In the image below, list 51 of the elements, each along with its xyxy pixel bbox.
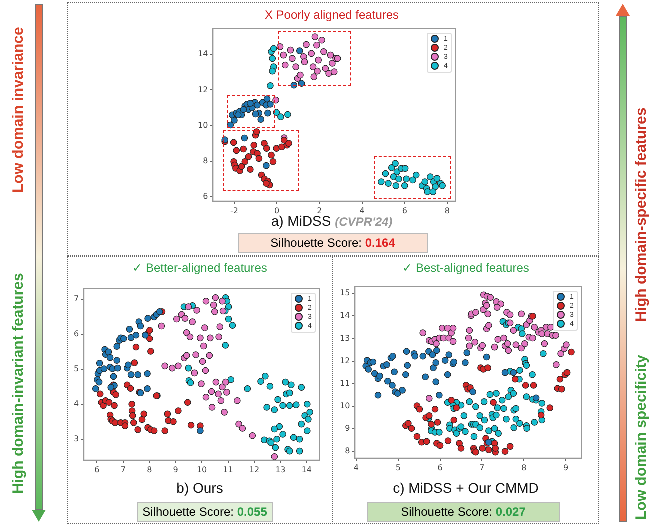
text: Low domain invariance — [10, 26, 27, 195]
chart-title: ✓ Best-aligned features — [402, 261, 530, 275]
y-tick-label: 14 — [340, 311, 350, 320]
y-tick-label: 12 — [340, 356, 350, 366]
x-tick-label: 6 — [94, 465, 100, 474]
chart-title: ✓ Better-aligned features — [132, 261, 268, 275]
text: c) MiDSS + Our CMMD — [392, 480, 540, 496]
x-tick-label: 9 — [173, 465, 178, 474]
y-tick-label: 8 — [345, 446, 350, 456]
y-tick-label: 13 — [340, 334, 350, 343]
x-tick-label: 8 — [522, 463, 527, 472]
y-tick-label: 8 — [203, 156, 208, 166]
x-tick-label: 13 — [276, 465, 286, 474]
x-tick-label: 6 — [438, 463, 443, 472]
y-tick-label: 14 — [198, 50, 208, 59]
y-tick-label: 9 — [345, 424, 350, 434]
y-tick-label: 5 — [74, 364, 80, 374]
x-tick-label: 6 — [402, 206, 408, 216]
y-tick-label: 3 — [74, 434, 80, 444]
x-tick-label: 8 — [147, 465, 152, 474]
x-tick-label: 7 — [480, 463, 485, 472]
y-tick-label: 7 — [74, 294, 80, 304]
x-tick-label: 14 — [302, 465, 312, 474]
x-tick-label: 9 — [564, 463, 569, 472]
text: Low domain specificity — [633, 354, 650, 520]
x-tick-label: 7 — [120, 465, 126, 474]
x-tick-label: 8 — [444, 206, 450, 216]
y-tick-label: 10 — [198, 120, 208, 130]
text: Silhouette Score: 0.055 — [142, 505, 268, 519]
y-tick-label: 12 — [198, 85, 208, 94]
x-tick-label: 0 — [274, 206, 280, 216]
text: b) Ours — [176, 480, 224, 496]
y-tick-label: 11 — [340, 378, 350, 388]
x-tick-label: -2 — [230, 206, 238, 216]
y-tick-label: 6 — [203, 192, 208, 202]
text: High domain-specific features — [633, 106, 650, 324]
x-tick-label: 12 — [249, 465, 260, 474]
y-tick-label: 10 — [340, 402, 350, 411]
y-tick-label: 4 — [74, 399, 80, 408]
x-tick-label: 5 — [396, 463, 401, 472]
x-tick-label: 2 — [317, 206, 322, 216]
x-tick-label: 4 — [360, 206, 365, 216]
chart-title: X Poorly aligned features — [264, 8, 400, 22]
x-tick-label: 4 — [354, 463, 359, 472]
text: Silhouette Score: 0.164 — [270, 236, 396, 250]
text: High domain-invariant features — [10, 272, 27, 496]
text: Silhouette Score: 0.027 — [401, 505, 526, 519]
y-tick-label: 15 — [340, 288, 350, 298]
x-tick-label: 11 — [223, 465, 234, 474]
text: a) MiDSS (CVPR'24) — [271, 213, 393, 229]
y-tick-label: 6 — [74, 329, 80, 338]
